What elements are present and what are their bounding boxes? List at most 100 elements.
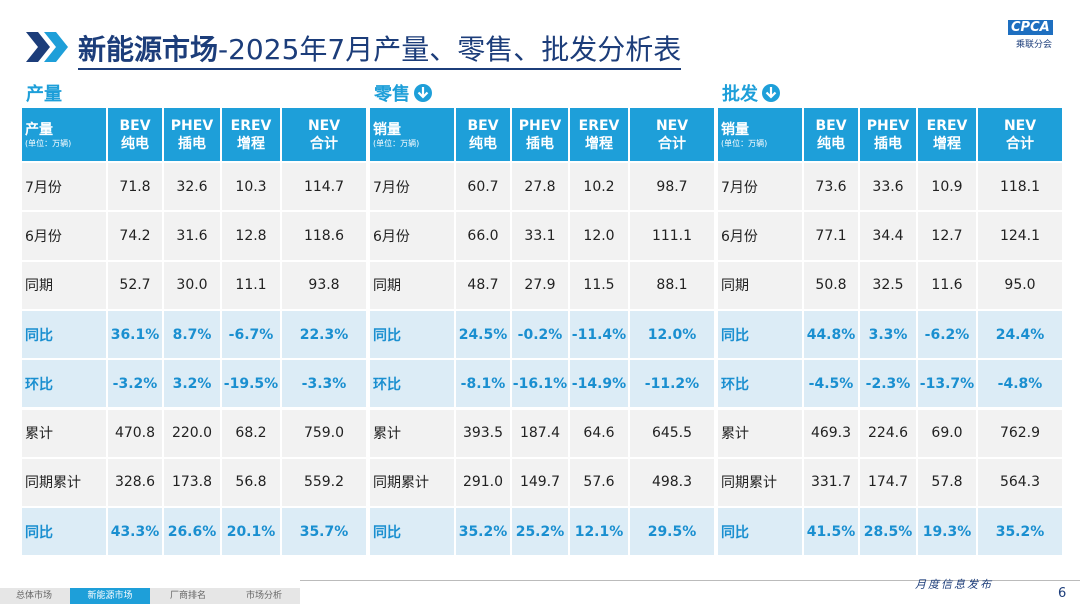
cell-value: 759.0 <box>282 409 368 459</box>
corner-header: 产量 (单位：万辆) <box>22 108 108 163</box>
cell-value: 10.3 <box>222 163 282 213</box>
title-sub: -2025年7月产量、零售、批发分析表 <box>218 33 682 66</box>
column-header: EREV 增程 <box>222 108 282 163</box>
cell-value: -4.8% <box>978 360 1064 410</box>
cell-value: 224.6 <box>860 409 918 459</box>
cell-value: 33.1 <box>512 212 570 262</box>
column-en: NEV <box>1003 117 1037 134</box>
column-en: EREV <box>578 117 620 134</box>
cell-value: 56.8 <box>222 458 282 509</box>
cell-value: -4.5% <box>804 360 860 410</box>
cell-value: 173.8 <box>164 458 222 509</box>
cell-value: 469.3 <box>804 409 860 459</box>
cell-value: 28.5% <box>860 508 918 558</box>
cell-value: 12.7 <box>918 212 978 262</box>
footer-tab[interactable]: 厂商排名 <box>169 591 206 601</box>
cell-value: -0.2% <box>512 310 570 361</box>
cell-value: 762.9 <box>978 409 1064 459</box>
cell-value: 33.6 <box>860 163 918 213</box>
row-label: 6月份 <box>22 212 108 262</box>
cell-value: 3.2% <box>164 360 222 410</box>
cell-value: 111.1 <box>630 212 716 262</box>
row-label: 6月份 <box>370 212 456 262</box>
cell-value: 149.7 <box>512 458 570 509</box>
row-label: 环比 <box>22 360 108 410</box>
row-label: 7月份 <box>370 163 456 213</box>
cell-value: 174.7 <box>860 458 918 509</box>
column-zh: 纯电 <box>121 135 149 152</box>
column-zh: 合计 <box>658 135 686 152</box>
cell-value: 25.2% <box>512 508 570 558</box>
cell-value: 12.0% <box>630 310 716 361</box>
cell-value: -16.1% <box>512 360 570 410</box>
cell-value: 35.7% <box>282 508 368 558</box>
cell-value: 10.9 <box>918 163 978 213</box>
cell-value: 12.8 <box>222 212 282 262</box>
cell-value: 11.1 <box>222 261 282 311</box>
row-label: 同比 <box>370 310 456 361</box>
cell-value: 66.0 <box>456 212 512 262</box>
column-header: PHEV 插电 <box>164 108 222 163</box>
row-label: 同比 <box>718 310 804 361</box>
cell-value: 68.2 <box>222 409 282 459</box>
cell-value: 24.5% <box>456 310 512 361</box>
column-en: NEV <box>307 117 341 134</box>
cell-value: 27.9 <box>512 261 570 311</box>
cell-value: 29.5% <box>630 508 716 558</box>
corner-unit: (单位：万辆) <box>25 138 72 148</box>
cell-value: -11.2% <box>630 360 716 410</box>
cell-value: 31.6 <box>164 212 222 262</box>
cell-value: 8.7% <box>164 310 222 361</box>
column-zh: 纯电 <box>817 135 845 152</box>
cell-value: 98.7 <box>630 163 716 213</box>
cell-value: 71.8 <box>108 163 164 213</box>
footer-tab[interactable]: 总体市场 <box>15 591 52 601</box>
row-label: 同期 <box>22 261 108 311</box>
cell-value: 52.7 <box>108 261 164 311</box>
column-header: EREV 增程 <box>918 108 978 163</box>
column-en: NEV <box>655 117 689 134</box>
row-label: 同比 <box>718 508 804 558</box>
column-en: EREV <box>230 117 272 134</box>
cell-value: -2.3% <box>860 360 918 410</box>
section-text: 批发 <box>722 84 758 105</box>
page-number: 6 <box>1058 586 1067 601</box>
column-header: PHEV 插电 <box>512 108 570 163</box>
cell-value: 559.2 <box>282 458 368 509</box>
cell-value: 12.1% <box>570 508 630 558</box>
column-en: BEV <box>467 117 499 134</box>
corner-header: 销量 (单位：万辆) <box>370 108 456 163</box>
cell-value: -6.2% <box>918 310 978 361</box>
row-label: 同期累计 <box>718 458 804 509</box>
cell-value: 32.6 <box>164 163 222 213</box>
cell-value: 60.7 <box>456 163 512 213</box>
cell-value: 95.0 <box>978 261 1064 311</box>
column-en: BEV <box>119 117 151 134</box>
section-label: 产量 <box>26 80 62 106</box>
column-header: BEV 纯电 <box>108 108 164 163</box>
column-header: BEV 纯电 <box>456 108 512 163</box>
column-header: NEV 合计 <box>978 108 1064 163</box>
corner-label: 销量 <box>721 121 749 138</box>
arrow-icon <box>761 83 781 103</box>
logo-en: CPCA <box>1008 20 1053 35</box>
cell-value: 93.8 <box>282 261 368 311</box>
cell-value: 328.6 <box>108 458 164 509</box>
row-label: 环比 <box>718 360 804 410</box>
footer-tab[interactable]: 市场分析 <box>245 591 282 601</box>
footer-line <box>300 580 1080 581</box>
footer-tab[interactable]: 新能源市场 <box>70 588 150 604</box>
cell-value: -14.9% <box>570 360 630 410</box>
cell-value: 220.0 <box>164 409 222 459</box>
cell-value: 10.2 <box>570 163 630 213</box>
cell-value: 124.1 <box>978 212 1064 262</box>
cell-value: 57.6 <box>570 458 630 509</box>
column-en: EREV <box>926 117 968 134</box>
column-zh: 增程 <box>585 135 613 152</box>
cell-value: -6.7% <box>222 310 282 361</box>
row-label: 同比 <box>22 508 108 558</box>
row-label: 累计 <box>370 409 456 459</box>
row-label: 同期累计 <box>22 458 108 509</box>
section-text: 产量 <box>26 84 62 105</box>
cell-value: 74.2 <box>108 212 164 262</box>
